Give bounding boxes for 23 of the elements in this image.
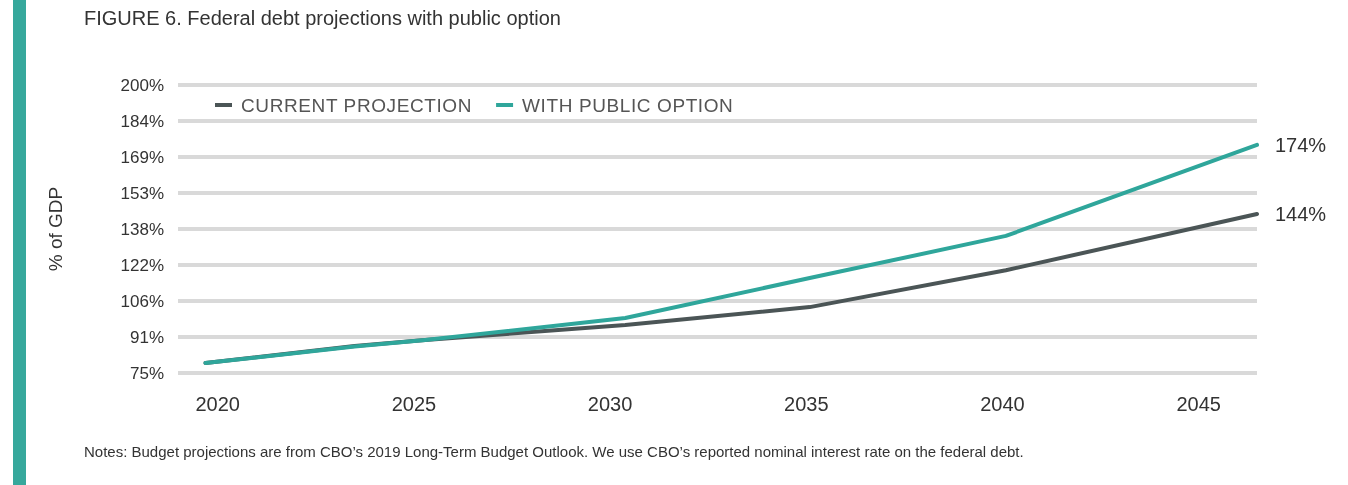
x-tick-label: 2035 bbox=[784, 393, 829, 416]
y-tick-label: 153% bbox=[120, 183, 164, 203]
y-tick-label: 138% bbox=[120, 219, 164, 239]
data-label: 174% bbox=[1275, 133, 1327, 156]
data-label: 144% bbox=[1275, 203, 1327, 226]
legend-label: WITH PUBLIC OPTION bbox=[522, 95, 734, 116]
legend-label: CURRENT PROJECTION bbox=[241, 95, 473, 116]
y-tick-label: 184% bbox=[120, 111, 164, 131]
x-tick-label: 2045 bbox=[1176, 393, 1221, 416]
y-tick-label: 75% bbox=[129, 363, 164, 383]
y-tick-label: 106% bbox=[120, 291, 164, 311]
line-series bbox=[203, 142, 1259, 366]
text: Notes: Budget projections are from CBO’s 2019 Long-Term Budget Outlook. We use CBO’s reported nominal interest rate on the federal debt. bbox=[84, 443, 1024, 460]
y-axis-title: % of GDP bbox=[45, 186, 66, 272]
chart-title: FIGURE 6. Federal debt projections with public option bbox=[84, 7, 561, 29]
y-tick-label: 200% bbox=[120, 75, 164, 95]
y-tick-label: 122% bbox=[120, 255, 164, 275]
y-tick-label: 91% bbox=[129, 327, 164, 347]
x-tick-label: 2020 bbox=[195, 393, 240, 416]
x-tick-label: 2025 bbox=[391, 393, 437, 416]
y-tick-label: 169% bbox=[120, 147, 164, 167]
x-tick-label: 2040 bbox=[980, 393, 1025, 416]
x-tick-label: 2030 bbox=[587, 393, 633, 416]
